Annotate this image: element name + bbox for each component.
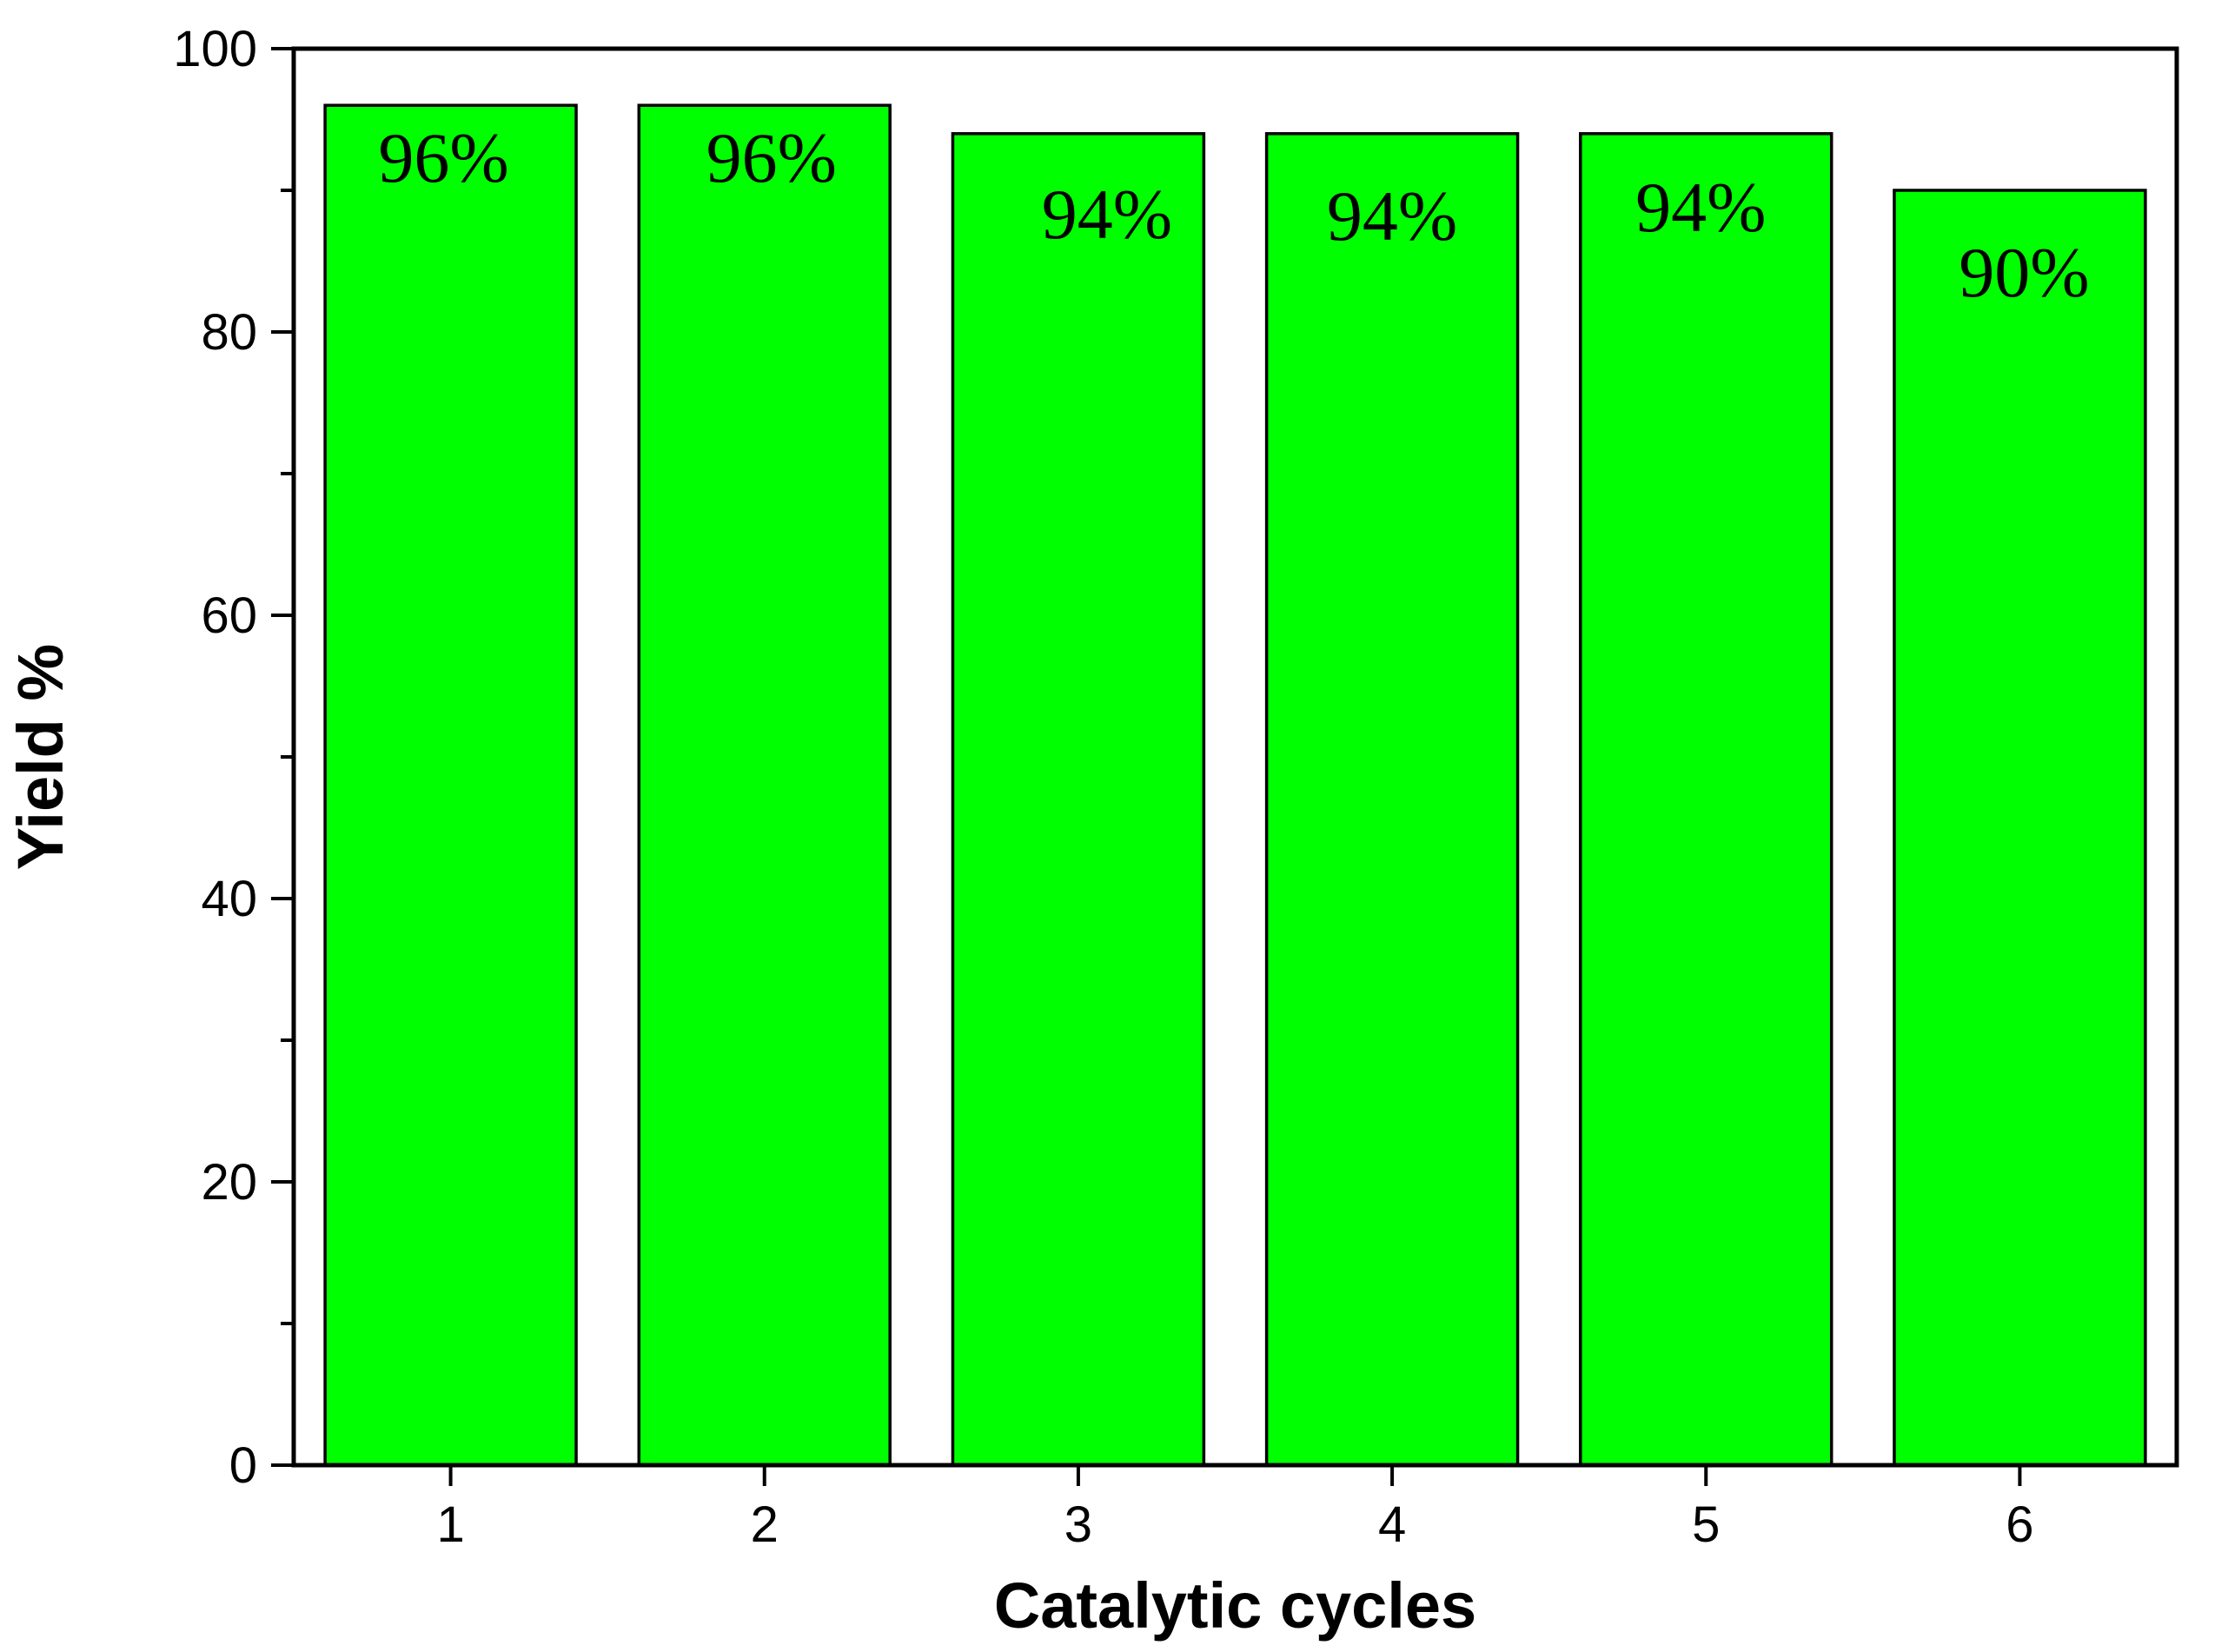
bar-cycle-2 xyxy=(637,103,892,1467)
bar-cycle-6 xyxy=(1893,189,2147,1467)
data-label-cycle-1: 96% xyxy=(378,118,508,197)
data-label-cycle-4: 94% xyxy=(1327,176,1457,255)
x-tick-label: 1 xyxy=(436,1496,464,1553)
data-labels-group: 96% 96% 94% 94% 94% 90% xyxy=(378,118,2089,312)
axis-ticks-group: 0 20 40 60 80 100 1 2 3 4 5 6 xyxy=(173,21,2033,1553)
bars-group xyxy=(323,103,2147,1467)
x-tick-label: 3 xyxy=(1064,1496,1092,1553)
bar-cycle-5 xyxy=(1579,132,1833,1467)
x-tick-label: 5 xyxy=(1692,1496,1720,1553)
x-tick-label: 2 xyxy=(751,1496,779,1553)
y-tick-label: 80 xyxy=(201,304,257,361)
data-label-cycle-6: 90% xyxy=(1959,233,2089,312)
bar-cycle-1 xyxy=(323,103,578,1467)
y-tick-label: 40 xyxy=(201,871,257,927)
y-tick-label: 20 xyxy=(201,1154,257,1211)
y-axis-title: Yield % xyxy=(4,644,76,870)
bar-cycle-3 xyxy=(951,132,1206,1467)
y-tick-label: 100 xyxy=(173,21,257,77)
x-tick-label: 4 xyxy=(1378,1496,1406,1553)
y-tick-label: 0 xyxy=(229,1437,257,1494)
x-axis-title: Catalytic cycles xyxy=(994,1569,1476,1642)
data-label-cycle-5: 94% xyxy=(1635,168,1766,247)
data-label-cycle-2: 96% xyxy=(706,118,837,197)
data-label-cycle-3: 94% xyxy=(1042,175,1172,254)
y-tick-label: 60 xyxy=(201,587,257,644)
x-tick-label: 6 xyxy=(2006,1496,2033,1553)
bar-cycle-4 xyxy=(1264,132,1520,1467)
